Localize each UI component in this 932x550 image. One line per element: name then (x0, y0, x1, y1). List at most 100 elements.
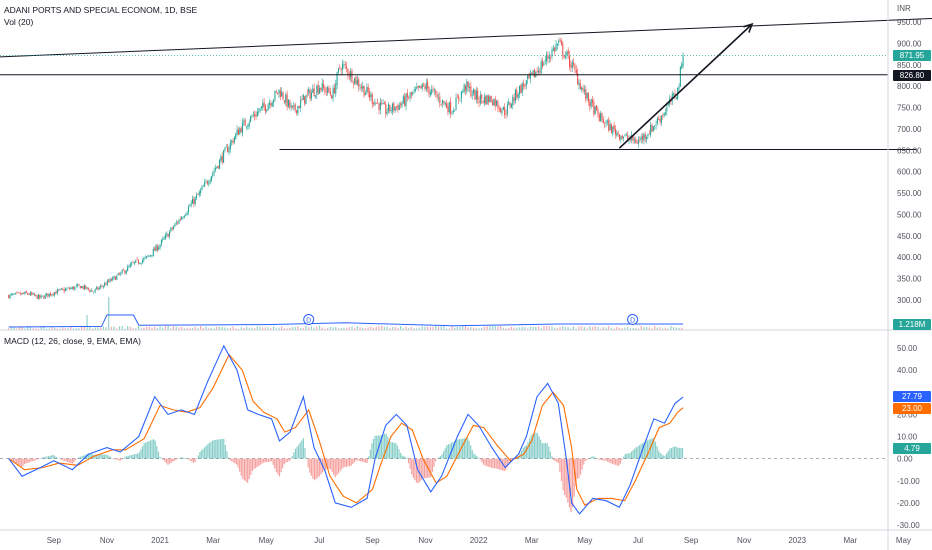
macd-histogram-bar (572, 458, 574, 508)
candle-body (70, 288, 72, 290)
candle-body (468, 86, 471, 88)
volume-bar (54, 327, 56, 330)
candle-body (106, 280, 108, 285)
candle-body (364, 92, 367, 96)
candle-body (152, 248, 154, 256)
trend-arrow-line (618, 23, 753, 149)
volume-bar (81, 326, 83, 330)
candle-body (390, 110, 392, 112)
macd-histogram-bar (247, 458, 249, 483)
volume-bar (137, 326, 140, 330)
candle-body (136, 259, 138, 261)
candle-body (608, 119, 610, 131)
macd-histogram-bar (455, 440, 457, 459)
candle-body (301, 99, 303, 100)
candle-body (214, 168, 217, 170)
macd-histogram-bar (581, 458, 583, 470)
volume-bar (362, 327, 364, 330)
volume-bar (21, 326, 23, 330)
volume-bar (162, 327, 164, 330)
candle-body (652, 126, 654, 132)
candle-body (547, 55, 549, 59)
macd-histogram-bar (245, 458, 247, 482)
volume-bar (237, 328, 240, 330)
macd-histogram-bar (205, 445, 207, 459)
volume-bar (602, 327, 604, 330)
candle-body (435, 90, 437, 94)
macd-histogram-bar (170, 458, 172, 463)
macd-histogram-bar (36, 458, 38, 460)
candle-body (485, 95, 487, 105)
macd-histogram-bar (333, 458, 335, 475)
macd-histogram-bar (301, 440, 303, 459)
macd-histogram-bar (307, 458, 309, 468)
volume-bar (262, 327, 264, 330)
trend-drawings (0, 18, 932, 150)
candle-body (506, 104, 508, 115)
candle-body (148, 255, 150, 257)
macd-histogram-bar (630, 451, 633, 459)
candle-body (647, 134, 649, 137)
macd-histogram-bar (669, 448, 671, 459)
macd-histogram-bar (239, 458, 241, 472)
candle-body (658, 119, 660, 120)
macd-histogram-bar (465, 438, 467, 459)
candle-body (401, 103, 403, 107)
candle-body (164, 234, 167, 239)
macd-histogram-bar (544, 443, 547, 459)
candle-body (329, 91, 331, 95)
macd-tick-label: -10.00 (897, 477, 920, 486)
candle-body (433, 90, 435, 91)
candle-body (27, 293, 29, 295)
candle-body (360, 86, 362, 89)
volume-bar (135, 328, 137, 330)
candle-body (593, 102, 595, 115)
volume-bar (59, 328, 61, 330)
candle-body (94, 289, 96, 292)
candle-body (640, 136, 642, 141)
macd-histogram-bar (194, 458, 196, 463)
macd-histogram-bar (290, 458, 292, 460)
candle-body (619, 134, 621, 140)
candle-body (210, 176, 212, 181)
macd-histogram-bar (462, 438, 464, 459)
candle-body (396, 106, 398, 107)
volume-bar (313, 327, 315, 330)
candle-body (491, 101, 494, 106)
price-tick-label: 650.00 (897, 146, 922, 155)
candle-body (43, 296, 45, 299)
macd-histogram-bar (341, 458, 343, 470)
candle-body (309, 89, 311, 99)
macd-histogram-bar (164, 458, 166, 462)
macd-histogram-bar (75, 458, 77, 461)
macd-histogram-bar (180, 457, 182, 459)
macd-histogram-bar (141, 446, 144, 459)
volume-bar (445, 328, 448, 330)
macd-histogram-bar (199, 451, 201, 459)
candle-body (501, 110, 503, 114)
candle-body (332, 88, 334, 99)
candle-body (262, 103, 264, 108)
candle-body (160, 240, 162, 245)
volume-bar (532, 326, 534, 330)
macd-histogram-bar (337, 458, 340, 474)
volume-bar (670, 325, 672, 330)
candle-body (52, 293, 54, 295)
volume-bar (637, 328, 640, 330)
volume-bar (340, 328, 342, 330)
macd-histogram-bar (103, 454, 105, 459)
symbol-title: ADANI PORTS AND SPECIAL ECONOM, 1D, BSE (4, 5, 198, 15)
price-tick-label: 300.00 (897, 296, 922, 305)
volume-bar (659, 327, 661, 330)
candle-body (602, 119, 604, 124)
candle-body (197, 194, 199, 195)
macd-histogram-bar (350, 458, 352, 466)
candle-body (255, 115, 257, 117)
candle-body (374, 101, 376, 106)
macd-histogram-bar (76, 458, 78, 459)
macd-histogram-bar (97, 454, 99, 459)
candle-body (623, 137, 625, 139)
macd-histogram-bar (176, 458, 179, 460)
candle-body (35, 294, 37, 296)
